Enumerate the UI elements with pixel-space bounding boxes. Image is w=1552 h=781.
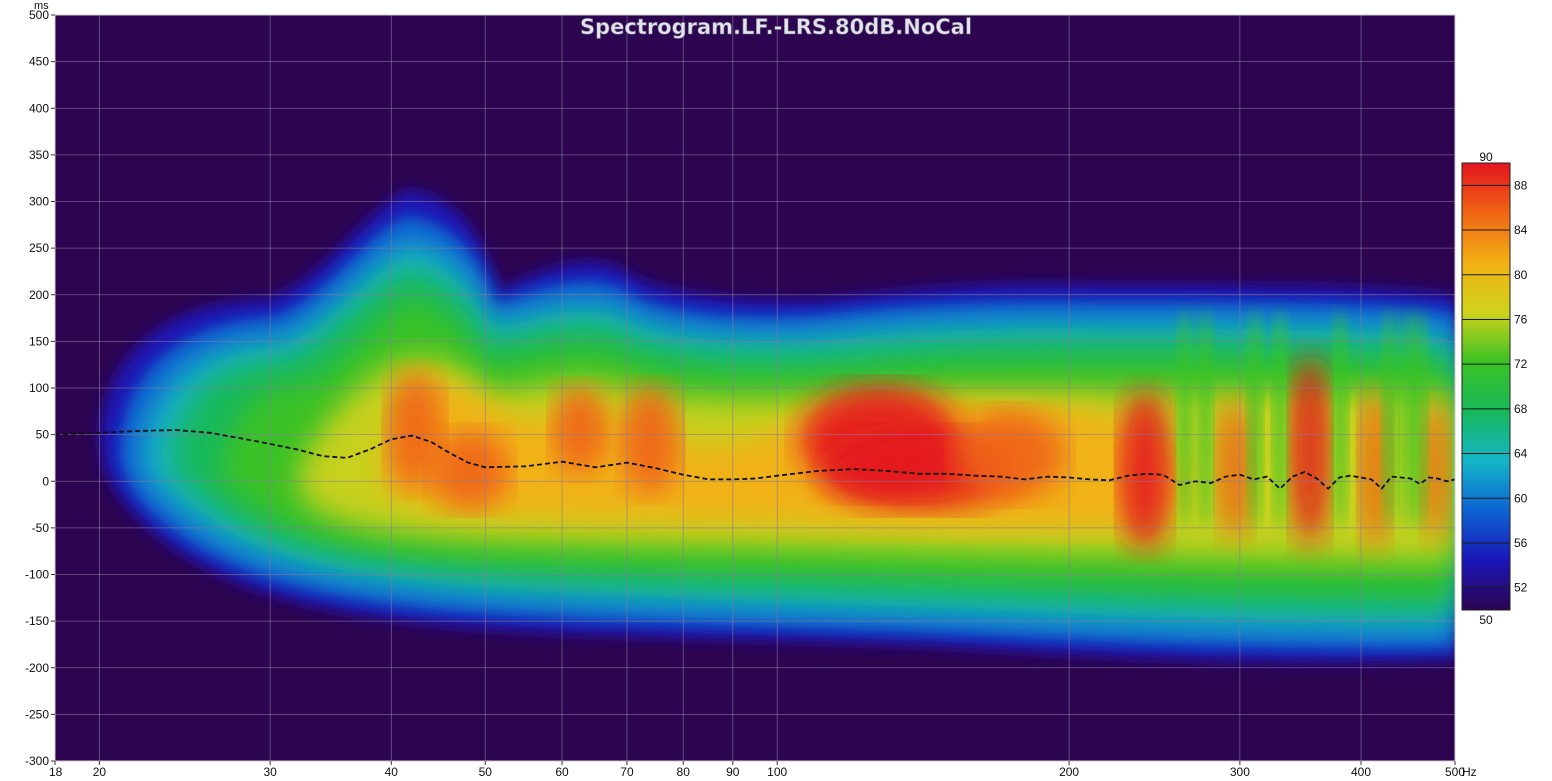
heat-peak <box>1290 355 1330 545</box>
heat-peak <box>552 385 608 475</box>
y-tick-label: -100 <box>25 568 49 582</box>
chart-title: Spectrogram.LF.-LRS.80dB.NoCal <box>580 15 972 39</box>
heat-stripe <box>1198 310 1212 530</box>
colorbar-tick-label: 80 <box>1514 268 1528 282</box>
colorbar-min-label: 50 <box>1479 613 1493 627</box>
y-tick-label: 200 <box>29 288 49 302</box>
peak-energy-curve <box>55 429 1455 491</box>
y-tick-label: -50 <box>32 521 50 535</box>
y-tick-label: -300 <box>25 754 49 768</box>
heat-stripe <box>1178 310 1192 530</box>
colorbar-max-label: 90 <box>1479 150 1493 164</box>
heat-peak <box>387 370 443 490</box>
colorbar: 88 84 80 76 72 68 64 60 56 52 90 50 <box>1461 150 1528 627</box>
heat-peak <box>1217 400 1253 540</box>
x-tick-label: 90 <box>726 765 740 779</box>
x-tick-label: 300 <box>1230 765 1250 779</box>
x-axis-unit: Hz <box>1462 765 1477 779</box>
y-tick-label: 400 <box>29 101 49 115</box>
x-tick-label: 100 <box>767 765 787 779</box>
grid-lines <box>54 14 1456 762</box>
y-tick-label: 450 <box>29 55 49 69</box>
x-tick-label: 400 <box>1351 765 1371 779</box>
heat-peak <box>620 385 680 495</box>
x-tick-label: 40 <box>385 765 399 779</box>
heat-peak <box>1119 390 1171 550</box>
colorbar-tick-label: 68 <box>1514 402 1528 416</box>
y-tick-label: 250 <box>29 241 49 255</box>
y-axis-unit: ms <box>34 0 49 12</box>
heat-peak <box>955 410 1065 500</box>
x-axis-ticks: 18 20 30 40 50 60 70 80 90 100 200 300 400 500 <box>49 761 1465 779</box>
heat-field <box>99 190 1455 662</box>
x-tick-label: 50 <box>479 765 493 779</box>
colorbar-tick-label: 76 <box>1514 312 1528 326</box>
heat-stripe <box>1248 310 1262 530</box>
heat-stripe <box>1401 310 1415 530</box>
colorbar-tick-label: 88 <box>1514 178 1528 192</box>
x-tick-label: 80 <box>677 765 691 779</box>
heat-stripe <box>1273 310 1287 530</box>
heat-peak <box>430 430 510 510</box>
y-tick-label: -250 <box>25 707 49 721</box>
x-tick-label: 500 <box>1445 765 1465 779</box>
x-tick-label: 200 <box>1059 765 1079 779</box>
peak-energy-line <box>55 429 1455 491</box>
colorbar-tick-label: 56 <box>1514 536 1528 550</box>
colorbar-tick-label: 84 <box>1514 223 1528 237</box>
colorbar-tick-label: 72 <box>1514 357 1528 371</box>
y-tick-label: 150 <box>29 334 49 348</box>
y-tick-label: 300 <box>29 195 49 209</box>
x-tick-label: 60 <box>555 765 569 779</box>
heat-stripe <box>1383 310 1397 530</box>
y-tick-label: 350 <box>29 148 49 162</box>
x-tick-label: 70 <box>620 765 634 779</box>
colorbar-gradient <box>1461 162 1511 611</box>
y-tick-label: -150 <box>25 614 49 628</box>
x-tick-label: 30 <box>263 765 277 779</box>
y-axis-ticks: 500450400350300250200150100500-50-100-15… <box>25 8 55 768</box>
y-tick-label: 50 <box>36 428 50 442</box>
colorbar-ticks: 88 84 80 76 72 68 64 60 56 52 <box>1462 178 1528 595</box>
colorbar-tick-label: 60 <box>1514 491 1528 505</box>
colorbar-tick-label: 64 <box>1514 447 1528 461</box>
x-tick-label: 18 <box>49 765 63 779</box>
heat-stripe <box>1333 310 1347 530</box>
y-tick-label: 500 <box>29 8 49 22</box>
x-tick-label: 20 <box>93 765 107 779</box>
y-tick-label: -200 <box>25 661 49 675</box>
heat-peak <box>1359 390 1391 550</box>
colorbar-tick-label: 52 <box>1514 581 1528 595</box>
heat-stripe <box>1413 310 1427 530</box>
y-tick-label: 0 <box>42 474 49 488</box>
y-tick-label: 100 <box>29 381 49 395</box>
